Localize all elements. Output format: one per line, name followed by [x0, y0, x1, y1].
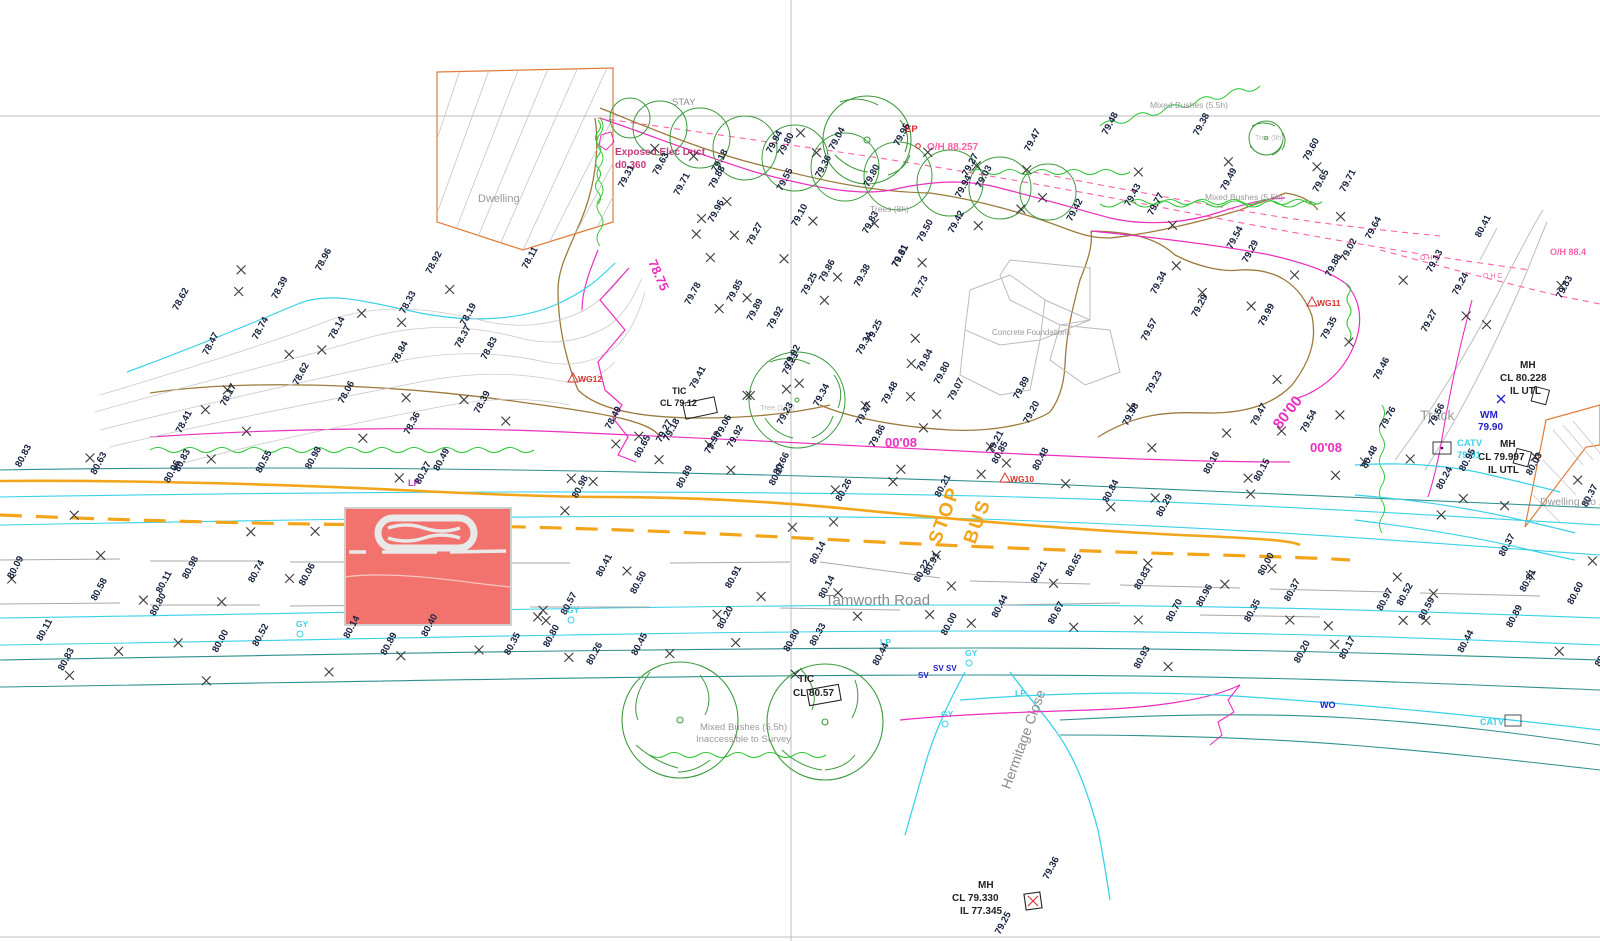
- svg-text:00'08: 00'08: [885, 435, 917, 450]
- svg-text:Dwelling: Dwelling: [478, 193, 520, 205]
- svg-text:Concrete Foundations: Concrete Foundations: [992, 328, 1071, 337]
- svg-text:CATV: CATV: [1457, 438, 1483, 449]
- svg-text:CATV: CATV: [1480, 717, 1504, 727]
- svg-text:WM: WM: [1480, 410, 1498, 421]
- svg-text:Inaccessible to Survey: Inaccessible to Survey: [696, 734, 791, 745]
- svg-text:MH: MH: [1520, 360, 1536, 371]
- svg-text:79.90: 79.90: [1478, 422, 1503, 433]
- svg-text:O H C: O H C: [1483, 273, 1502, 280]
- svg-text:CL 79.12: CL 79.12: [660, 398, 697, 408]
- svg-text:Tamworth Road: Tamworth Road: [825, 592, 930, 609]
- svg-text:00'08: 00'08: [1310, 440, 1342, 455]
- svg-text:STAY: STAY: [672, 97, 696, 108]
- svg-text:TIC: TIC: [798, 674, 814, 685]
- svg-text:SV: SV: [933, 664, 944, 673]
- svg-text:MH: MH: [1500, 439, 1516, 450]
- svg-text:WG12: WG12: [578, 374, 602, 384]
- svg-text:WG10: WG10: [1010, 474, 1034, 484]
- svg-text:O/H 88.4: O/H 88.4: [1550, 247, 1586, 257]
- svg-text:MH: MH: [978, 880, 994, 891]
- svg-text:SV: SV: [946, 664, 957, 673]
- svg-text:Mixed Bushes (5.5h): Mixed Bushes (5.5h): [1150, 100, 1228, 110]
- svg-text:IL 77.345: IL 77.345: [960, 906, 1003, 917]
- svg-text:SV: SV: [918, 671, 929, 680]
- svg-text:GY: GY: [296, 619, 309, 629]
- svg-text:WO: WO: [1320, 700, 1336, 710]
- svg-text:IL UTL: IL UTL: [1510, 386, 1541, 397]
- svg-text:TIC: TIC: [672, 386, 687, 396]
- svg-text:CL 80.57: CL 80.57: [793, 688, 834, 699]
- svg-text:WG11: WG11: [1317, 298, 1341, 308]
- svg-text:CL 79.330: CL 79.330: [952, 893, 999, 904]
- svg-text:CL 79.997: CL 79.997: [1478, 452, 1525, 463]
- svg-text:CL 80.228: CL 80.228: [1500, 373, 1547, 384]
- svg-text:GY: GY: [965, 648, 978, 658]
- svg-text:Mixed Bushes (5.5h): Mixed Bushes (5.5h): [1205, 192, 1283, 202]
- svg-text:IL UTL: IL UTL: [1488, 465, 1519, 476]
- svg-text:Tree (9h): Tree (9h): [1255, 135, 1284, 142]
- svg-text:Mixed Bushes (5.5h): Mixed Bushes (5.5h): [700, 722, 787, 733]
